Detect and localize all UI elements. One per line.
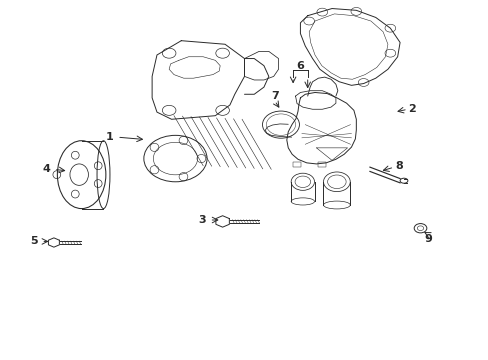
Text: 6: 6 [296, 61, 304, 71]
Text: 5: 5 [31, 237, 38, 247]
Bar [318, 162, 325, 167]
Text: 9: 9 [424, 234, 431, 244]
Text: 8: 8 [394, 161, 402, 171]
Text: 1: 1 [105, 132, 113, 142]
Text: 7: 7 [270, 91, 278, 101]
Bar [292, 162, 300, 167]
Text: 2: 2 [407, 104, 415, 114]
Text: 3: 3 [198, 215, 205, 225]
Text: 4: 4 [42, 164, 50, 174]
